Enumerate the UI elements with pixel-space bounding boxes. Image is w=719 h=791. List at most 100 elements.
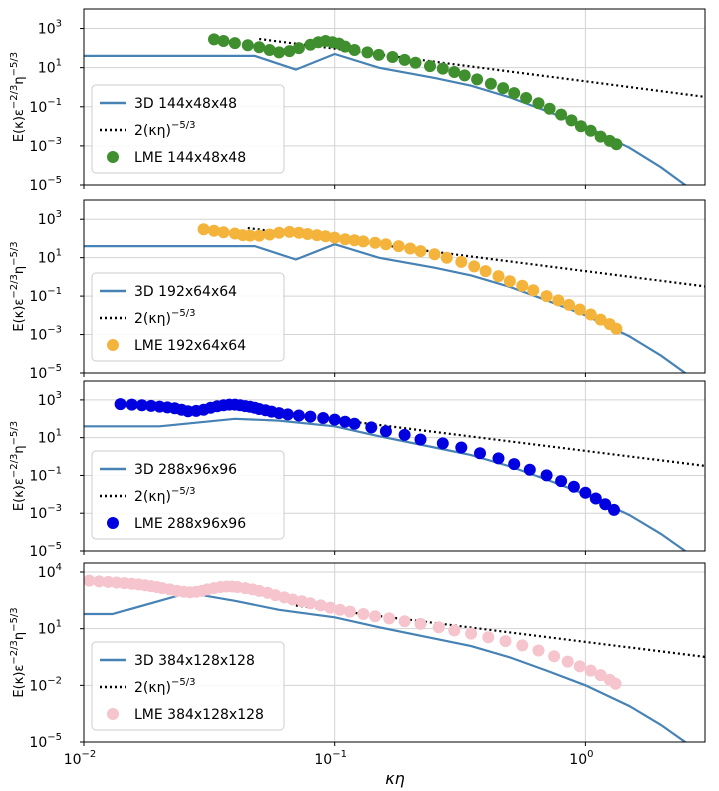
- legend-box: [91, 450, 285, 540]
- lme-point: [567, 480, 580, 493]
- y-tick-label: 10−5: [29, 732, 62, 751]
- lme-point: [365, 421, 378, 434]
- lme-point: [328, 231, 341, 244]
- lme-point: [492, 452, 505, 465]
- lme-point: [135, 399, 148, 412]
- lme-point: [372, 48, 385, 61]
- lme-point: [304, 597, 317, 610]
- lme-point: [573, 303, 586, 316]
- lme-point: [208, 33, 220, 46]
- x-axis-label: κη: [385, 769, 405, 788]
- legend-label: 2(κη)−5/3: [134, 308, 195, 327]
- lme-point: [527, 284, 540, 297]
- y-tick-label: 103: [38, 19, 62, 38]
- lme-point: [497, 82, 510, 95]
- series-line-3d: [84, 52, 687, 185]
- lme-point: [253, 41, 266, 54]
- lme-point: [398, 53, 411, 66]
- lme-point: [334, 603, 346, 616]
- axes-frame: [83, 199, 706, 374]
- lme-point: [499, 635, 512, 648]
- lme-point: [379, 425, 392, 438]
- lme-point: [383, 612, 396, 625]
- lme-point: [552, 294, 565, 307]
- legend: 3D 288x96x96 2(κη)−5/3 LME 288x96x96: [91, 450, 285, 540]
- lme-point: [484, 77, 497, 90]
- legend-box: [91, 84, 285, 174]
- panel-2: 10−5 10−3 10−1 101 103 E(κ)ε−2/3η−5/3 3D 192x6…: [9, 199, 706, 382]
- legend-label: 2(κη)−5/3: [134, 486, 195, 505]
- legend-label: 3D 192x64x64: [134, 284, 237, 300]
- y-tick-label: 10−5: [29, 363, 62, 382]
- legend-label: LME 144x48x48: [134, 150, 246, 166]
- lme-point: [292, 42, 305, 55]
- series-line-3d: [84, 243, 687, 373]
- axes-frame: [83, 562, 706, 743]
- lme-point: [455, 255, 468, 268]
- lme-point: [369, 236, 382, 249]
- legend: 3D 144x48x48 2(κη)−5/3 LME 144x48x48: [91, 84, 285, 174]
- lme-point: [594, 313, 607, 326]
- lme-point: [523, 463, 536, 476]
- y-tick-label: 10−1: [29, 286, 62, 305]
- lme-point: [319, 230, 332, 243]
- lme-point: [208, 224, 220, 237]
- legend-circle-marker: [107, 151, 119, 163]
- lme-point: [273, 46, 286, 59]
- lme-point: [114, 398, 127, 411]
- legend-label: 3D 288x96x96: [134, 462, 237, 478]
- lme-point: [217, 226, 230, 239]
- lme-point: [283, 45, 296, 58]
- lme-point: [448, 624, 461, 637]
- lme-point: [379, 238, 392, 251]
- lme-point: [414, 433, 427, 446]
- series-group: [84, 398, 705, 551]
- lme-point: [436, 62, 449, 75]
- legend-label: LME 288x96x96: [134, 516, 246, 532]
- y-tick-label: 101: [38, 248, 62, 267]
- y-axis-label: E(κ)ε−2/3η−5/3: [9, 241, 27, 331]
- lme-point: [392, 240, 405, 253]
- x-tick-label: 10−2: [64, 749, 97, 768]
- lme-point: [436, 437, 449, 450]
- lme-point: [540, 290, 553, 303]
- lme-point: [440, 251, 453, 264]
- lme-point: [543, 102, 556, 115]
- lme-point: [286, 593, 299, 606]
- lme-point: [398, 615, 411, 628]
- lme-point: [348, 417, 361, 430]
- lme-point: [465, 627, 478, 640]
- y-axis-label: E(κ)ε−2/3η−5/3: [9, 421, 27, 511]
- legend-label: LME 384x128x128: [134, 707, 264, 723]
- lme-point: [317, 412, 330, 424]
- lme-point: [573, 660, 586, 673]
- y-tick-label: 10−1: [29, 465, 62, 484]
- legend-label: 2(κη)−5/3: [134, 120, 195, 139]
- y-tick-label: 10−5: [29, 541, 62, 560]
- lme-point: [516, 279, 529, 292]
- lme-point: [594, 669, 607, 682]
- lme-point: [532, 97, 545, 110]
- lme-point: [328, 413, 341, 426]
- lme-point: [253, 229, 266, 242]
- lme-point: [357, 235, 370, 248]
- lme-point: [532, 644, 545, 657]
- legend-label: 3D 384x128x128: [134, 653, 255, 669]
- legend-circle-marker: [107, 708, 119, 720]
- series-line-3d: [84, 417, 687, 551]
- y-tick-label: 103: [38, 390, 62, 409]
- lme-point: [508, 458, 521, 471]
- lme-point: [555, 108, 568, 121]
- lme-point: [540, 469, 553, 482]
- lme-point: [343, 605, 356, 618]
- lme-point: [584, 124, 597, 137]
- x-tick-label: 100: [569, 749, 593, 768]
- lme-point: [217, 35, 230, 47]
- lme-point: [589, 492, 602, 505]
- lme-point: [548, 650, 561, 663]
- lme-point: [414, 245, 427, 258]
- y-tick-label: 101: [38, 619, 62, 638]
- lme-point: [283, 225, 296, 238]
- lme-point: [361, 46, 374, 59]
- y-tick-label: 103: [38, 209, 62, 228]
